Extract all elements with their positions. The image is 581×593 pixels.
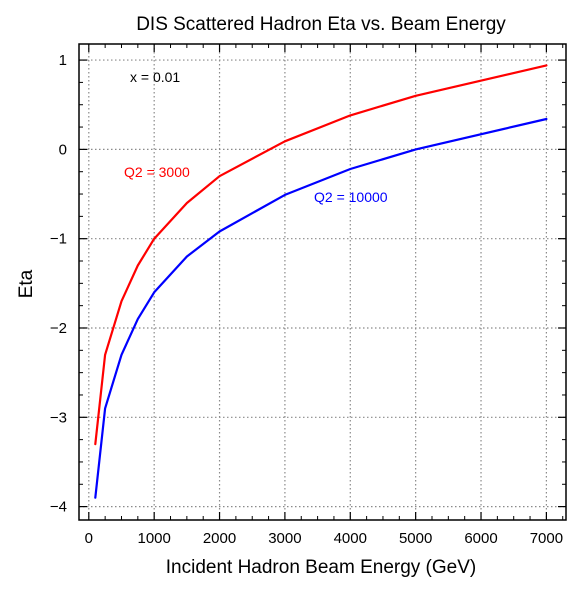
y-tick-label: −4 <box>50 499 67 516</box>
x-tick-label: 3000 <box>268 530 301 547</box>
x-tick-label: 1000 <box>137 530 170 547</box>
series-label-q2-10000: Q2 = 10000 <box>314 189 388 205</box>
annotation-x-value: x = 0.01 <box>130 69 180 85</box>
y-tick-label: −3 <box>50 409 67 426</box>
y-tick-label: −1 <box>50 231 67 248</box>
y-tick-label: 1 <box>59 52 67 69</box>
x-tick-label: 2000 <box>203 530 236 547</box>
chart-title: DIS Scattered Hadron Eta vs. Beam Energy <box>136 14 506 35</box>
major-ticks <box>79 44 566 520</box>
x-tick-label: 7000 <box>530 530 563 547</box>
x-axis-label: Incident Hadron Beam Energy (GeV) <box>166 557 477 578</box>
y-axis-label: Eta <box>16 269 37 298</box>
x-tick-label: 4000 <box>334 530 367 547</box>
x-tick-label: 0 <box>85 530 93 547</box>
series-lines <box>94 64 548 499</box>
x-tick-label: 6000 <box>464 530 497 547</box>
x-tick-labels: 0 1000 2000 3000 4000 5000 6000 7000 <box>85 530 563 547</box>
series-line-q2-3000 <box>94 64 548 446</box>
series-line-q2-10000 <box>94 117 548 499</box>
y-tick-labels: −4 −3 −2 −1 0 1 <box>50 52 67 516</box>
grid-lines <box>79 44 566 520</box>
y-tick-label: 0 <box>59 141 67 158</box>
series-label-q2-3000: Q2 = 3000 <box>124 164 190 180</box>
x-tick-label: 5000 <box>399 530 432 547</box>
minor-ticks <box>79 44 566 520</box>
plot-frame <box>78 43 567 521</box>
y-tick-label: −2 <box>50 320 67 337</box>
